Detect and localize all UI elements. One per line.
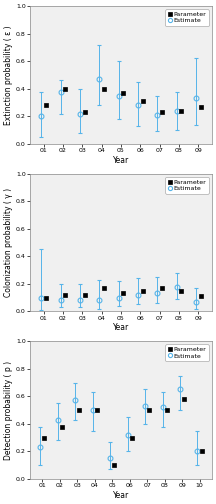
- X-axis label: Year: Year: [113, 156, 129, 165]
- Y-axis label: Extinction probability ( ε ): Extinction probability ( ε ): [4, 25, 13, 125]
- Y-axis label: Colonization probability ( γ ): Colonization probability ( γ ): [4, 188, 13, 297]
- X-axis label: Year: Year: [113, 323, 129, 332]
- Y-axis label: Detection probability ( p ): Detection probability ( p ): [4, 360, 13, 460]
- Legend: Parameter, Estimate: Parameter, Estimate: [165, 9, 209, 26]
- Legend: Parameter, Estimate: Parameter, Estimate: [165, 177, 209, 194]
- X-axis label: Year: Year: [113, 491, 129, 500]
- Legend: Parameter, Estimate: Parameter, Estimate: [165, 344, 209, 361]
